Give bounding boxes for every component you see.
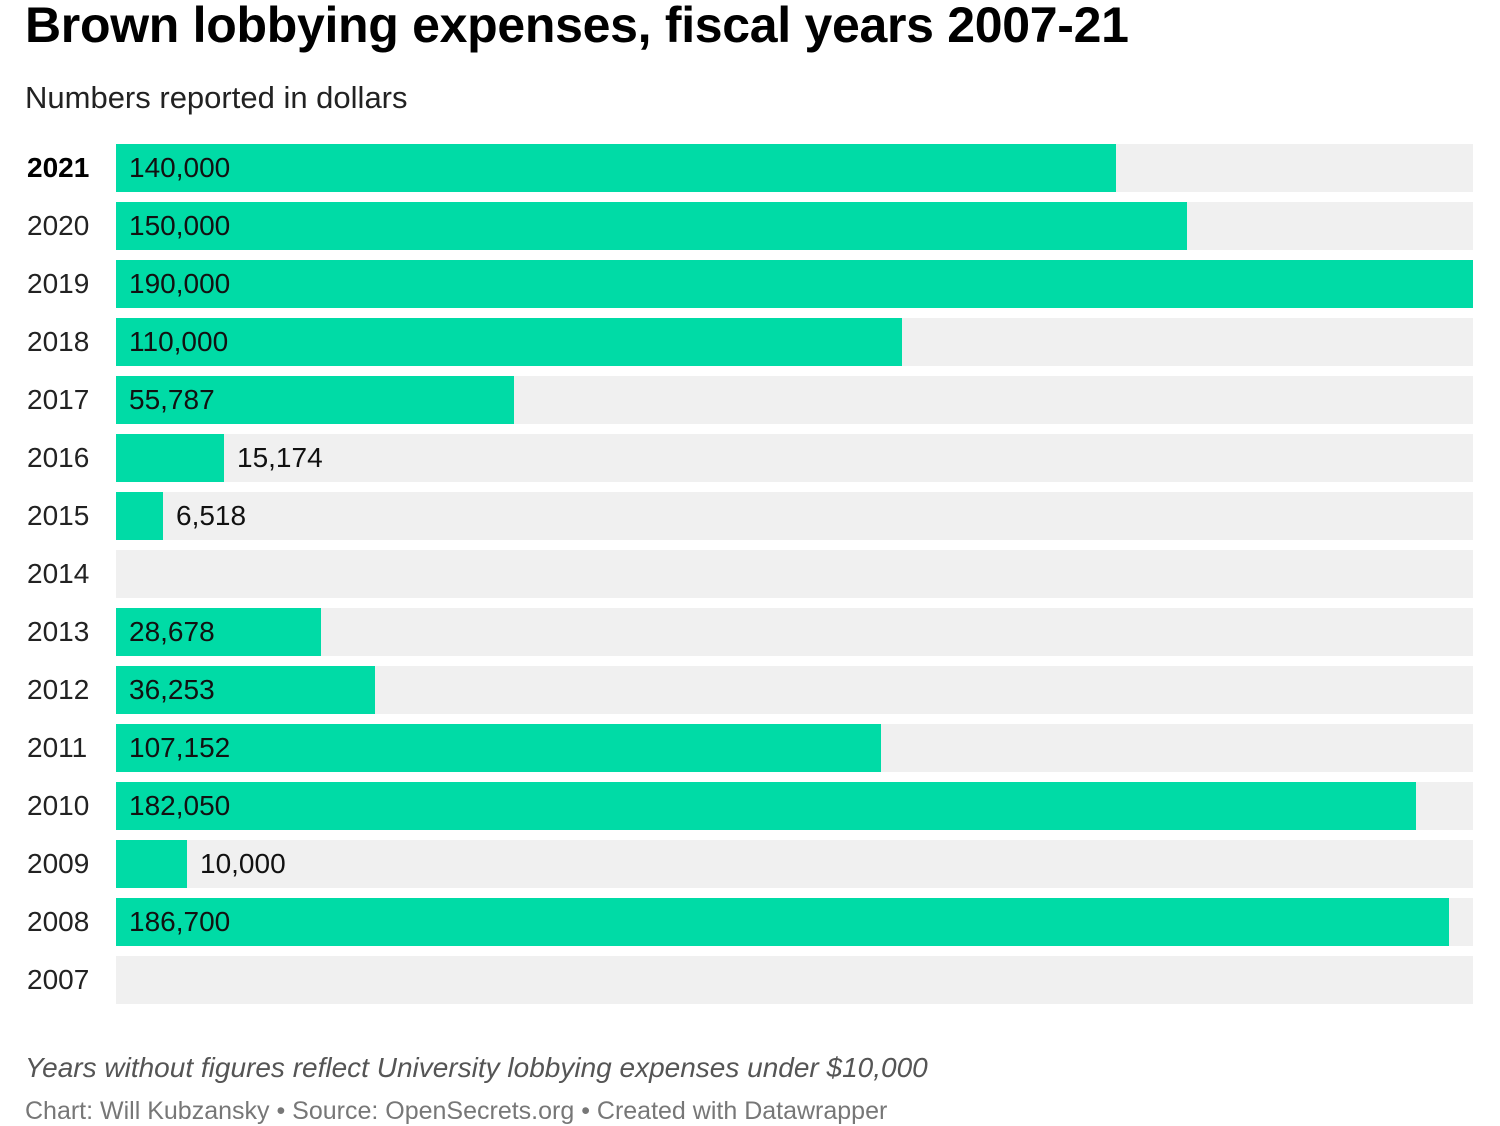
category-label: 2013 [27,616,90,647]
bar-2010 [116,782,1416,830]
bar-2015 [116,492,163,540]
bar-track [116,492,1473,540]
bar-track [116,434,1473,482]
value-label-2017: 55,787 [129,384,215,415]
category-label: 2007 [27,964,90,995]
category-label: 2008 [27,906,90,937]
value-label-2013: 28,678 [129,616,215,647]
category-label: 2015 [27,500,90,531]
chart-subtitle: Numbers reported in dollars [25,80,408,115]
category-label: 2021 [27,152,90,183]
bar-2016 [116,434,224,482]
category-label: 2012 [27,674,90,705]
category-label: 2014 [27,558,90,589]
bar-2012 [116,666,375,714]
bar-track [116,550,1473,598]
bar-track [116,956,1473,1004]
value-label-2019: 190,000 [129,268,231,299]
category-label: 2020 [27,210,90,241]
bar-2020 [116,202,1187,250]
bar-2021 [116,144,1116,192]
value-label-2018: 110,000 [129,326,229,357]
category-label: 2017 [27,384,90,415]
category-label: 2016 [27,442,90,473]
bar-2017 [116,376,514,424]
value-label-2015: 6,518 [176,500,247,531]
value-label-2009: 10,000 [200,848,286,879]
value-label-2012: 36,253 [129,674,215,705]
value-label-2010: 182,050 [129,790,231,821]
bar-2018 [116,318,902,366]
category-label: 2011 [27,732,88,763]
value-label-2020: 150,000 [129,210,231,241]
bar-track [116,840,1473,888]
chart-note: Years without figures reflect University… [25,1052,928,1083]
category-label: 2010 [27,790,90,821]
bar-2009 [116,840,187,888]
category-label: 2018 [27,326,90,357]
value-label-2008: 186,700 [129,906,231,937]
bar-2013 [116,608,321,656]
bar-2008 [116,898,1449,946]
value-label-2021: 140,000 [129,152,231,183]
category-label: 2019 [27,268,90,299]
chart-title: Brown lobbying expenses, fiscal years 20… [25,0,1129,53]
value-label-2016: 15,174 [237,442,323,473]
bar-2011 [116,724,881,772]
bar-2019 [116,260,1473,308]
bar-track [116,608,1473,656]
value-label-2011: 107,152 [129,732,231,763]
chart-credits: Chart: Will Kubzansky • Source: OpenSecr… [25,1097,888,1125]
category-label: 2009 [27,848,90,879]
